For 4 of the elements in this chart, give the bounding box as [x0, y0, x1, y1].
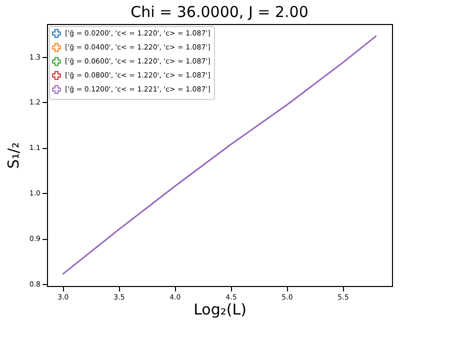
- x-axis-title: Log₂(L): [194, 300, 246, 318]
- line-series: [62, 35, 378, 275]
- chart-title: Chi = 36.0000, J = 2.00: [130, 3, 308, 21]
- y-axis-title: S₁/₂: [4, 142, 22, 169]
